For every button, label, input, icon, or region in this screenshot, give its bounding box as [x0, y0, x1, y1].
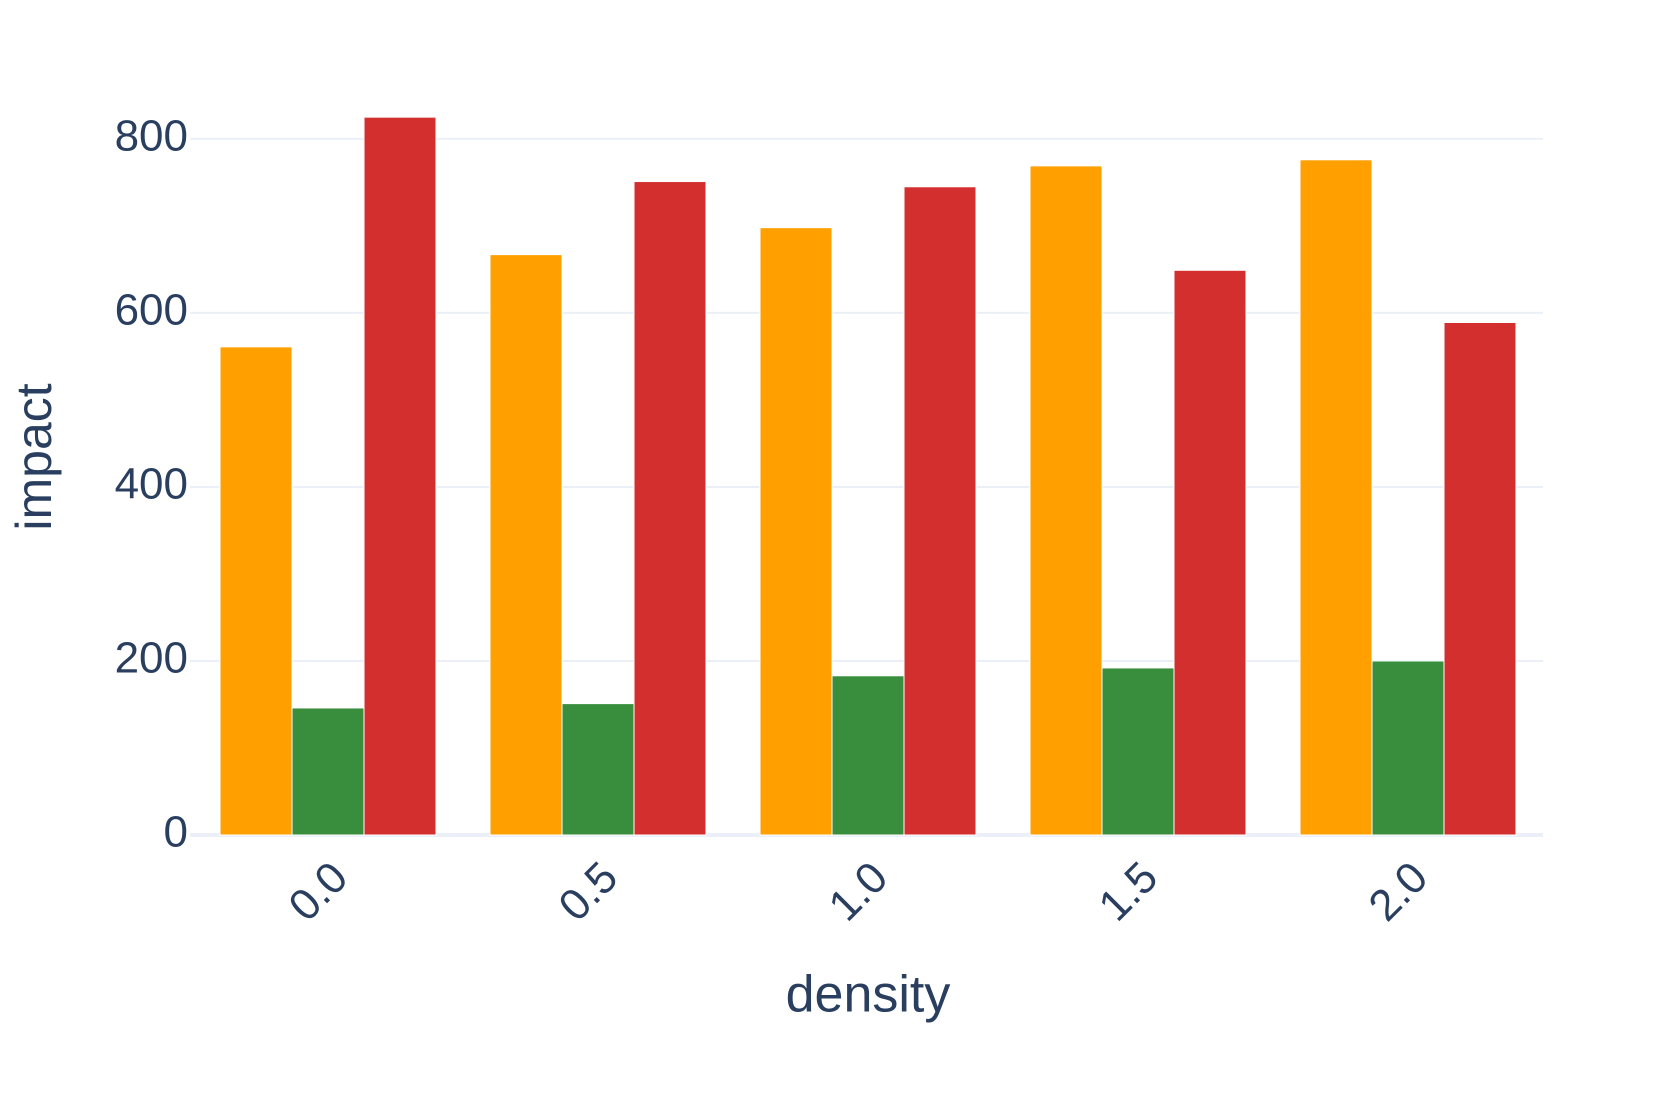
x-tick-label: 2.0 [1359, 853, 1437, 931]
y-tick-label: 400 [115, 460, 188, 509]
y-tick-label: 600 [115, 286, 188, 335]
bar [363, 116, 437, 836]
y-tick-label: 0 [164, 808, 188, 857]
x-tick-label: 1.0 [819, 853, 897, 931]
bar [759, 227, 833, 836]
bar [1299, 159, 1373, 836]
bar [1173, 269, 1247, 836]
bar [633, 181, 707, 836]
x-tick-label: 1.5 [1089, 853, 1167, 931]
bar [219, 346, 293, 836]
x-axis-title: density [786, 966, 951, 1024]
bar [903, 186, 977, 836]
y-axis-title: impact [6, 383, 62, 530]
bar [831, 675, 905, 836]
bar [1029, 165, 1103, 836]
bar [489, 254, 563, 836]
bar [561, 703, 635, 836]
bar [1101, 667, 1175, 836]
x-tick-label: 0.0 [279, 853, 357, 931]
y-tick-label: 200 [115, 634, 188, 683]
bar [291, 707, 365, 836]
x-tick-label: 0.5 [549, 853, 627, 931]
y-tick-label: 800 [115, 112, 188, 161]
bar [1443, 322, 1517, 836]
bar [1371, 660, 1445, 836]
